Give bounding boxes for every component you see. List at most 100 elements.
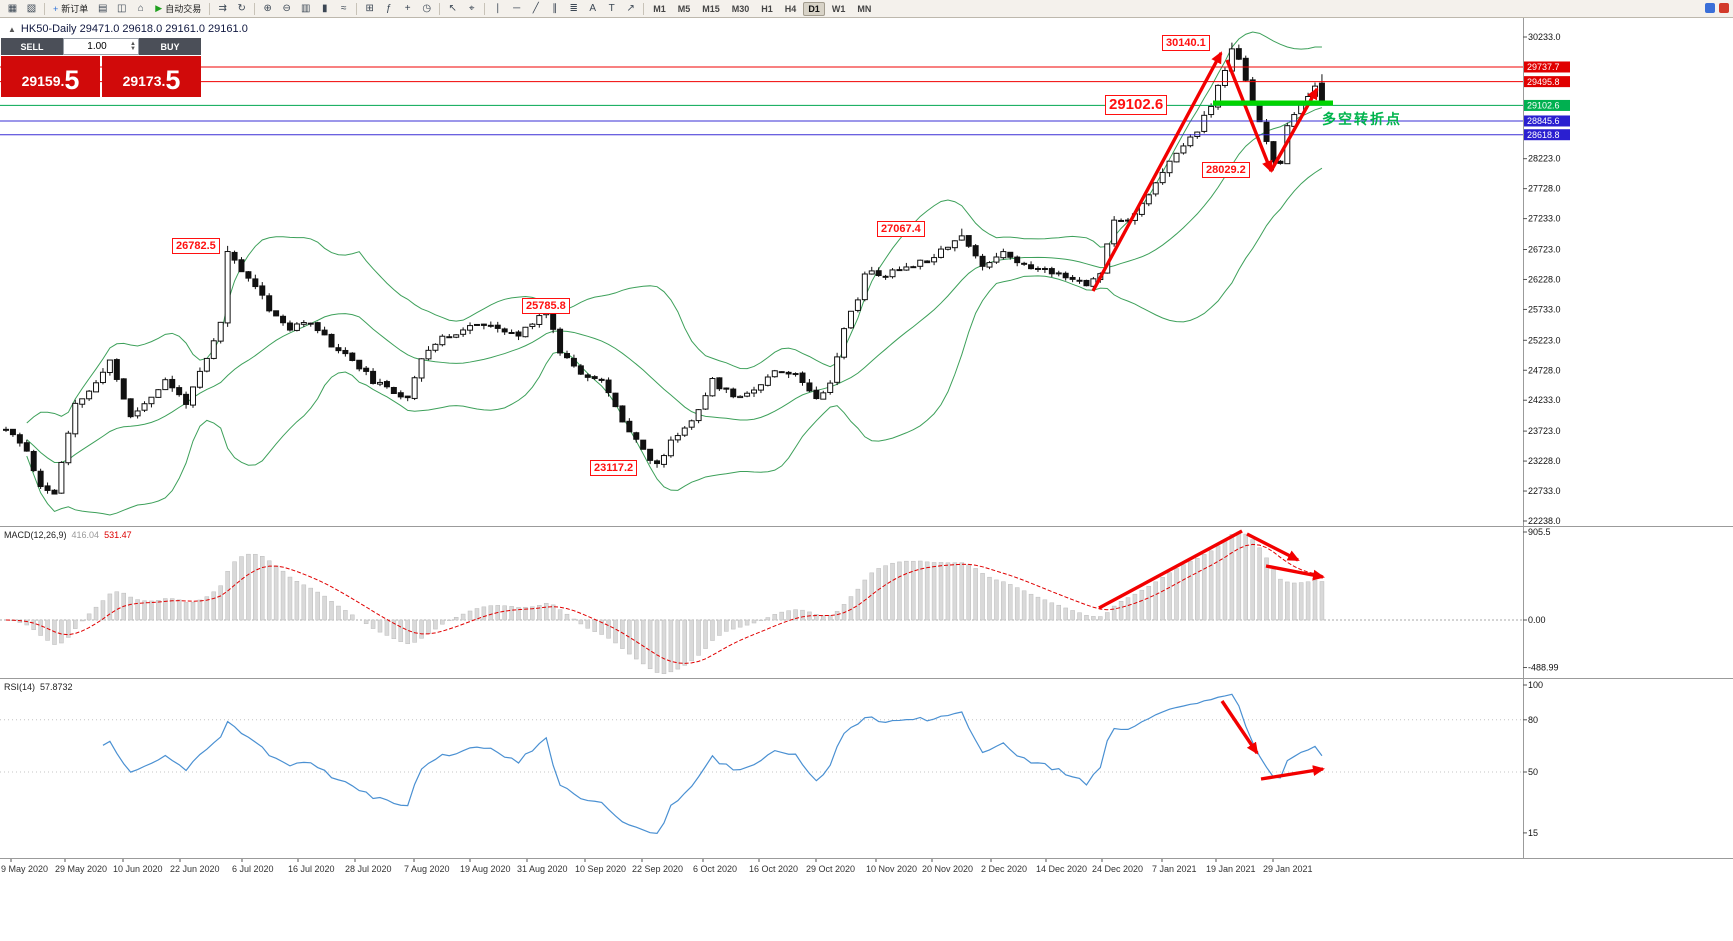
timeframe-button-W1[interactable]: W1	[831, 3, 846, 14]
sell-button[interactable]: SELL	[1, 38, 63, 55]
period-icon[interactable]: ◷	[422, 3, 432, 14]
rsi-value: 57.8732	[40, 682, 73, 692]
buy-price-big-digit: 5	[165, 65, 181, 95]
cursor-icon[interactable]: ↖	[448, 3, 457, 14]
timeframe-button-MN[interactable]: MN	[857, 3, 872, 14]
macd-tick-label: -488.99	[1528, 663, 1559, 673]
price-tick-label: 27233.0	[1528, 214, 1561, 224]
price-axis[interactable]: 30233.0 28223.0 27728.0 27233.0 26723.0 26228…	[1523, 32, 1570, 838]
macd-panel[interactable]	[0, 531, 1523, 674]
date-label: 16 Jul 2020	[288, 864, 335, 874]
date-label: 29 Jan 2021	[1263, 864, 1313, 874]
macd-indicator-label: MACD(12,26,9) 416.04 531.47	[4, 530, 132, 540]
crosshair-icon[interactable]: ⌖	[468, 3, 475, 14]
horizontal-line-icon[interactable]: ─	[513, 3, 521, 14]
arrows-tool-icon[interactable]: ↗	[626, 3, 635, 14]
rsi-panel[interactable]	[0, 693, 1523, 835]
price-tick-label: 24233.0	[1528, 395, 1561, 405]
macd-tick-label: 0.00	[1528, 615, 1546, 625]
toolbar-items: ▦ ▧ + 新订单 ▤ ◫ ⌂ ▶ 自动交易 ⇉ ↻ ⊕ ⊖ ▥ ▮ ≈ ⊞ ƒ + ◷ ↖ ⌖ ∣ ─ ╱ ∥ ≣ A T ↗	[3, 2, 647, 16]
timeframe-button-M15[interactable]: M15	[702, 3, 720, 14]
rsi-tick-label: 15	[1528, 828, 1538, 838]
volume-stepper[interactable]: ▲ ▼	[63, 38, 139, 55]
text-label-icon[interactable]: T	[608, 3, 615, 14]
timeframe-button-H1[interactable]: H1	[761, 3, 773, 14]
chart-profiles-icon[interactable]: ▧	[26, 3, 37, 14]
price-tick-label: 22238.0	[1528, 516, 1561, 526]
timeframe-button-H4[interactable]: H4	[784, 3, 797, 14]
plugin-icon-red[interactable]	[1719, 3, 1729, 13]
date-label: 28 Jul 2020	[345, 864, 392, 874]
market-watch-icon[interactable]: ▤	[98, 3, 108, 14]
line-chart-icon[interactable]: ≈	[340, 3, 347, 14]
macd-value-2: 531.47	[104, 530, 132, 540]
timeframe-toolbar: M1 M5 M15 M30 H1 H4 D1 W1 MN	[647, 1, 877, 16]
zoom-in-icon[interactable]: ⊕	[263, 3, 272, 14]
new-order-button[interactable]: + 新订单	[53, 3, 89, 15]
zoom-out-icon[interactable]: ⊖	[282, 3, 291, 14]
rsi-tick-label: 50	[1528, 767, 1538, 777]
toolbar-right-icons	[1705, 3, 1729, 13]
trendline-icon[interactable]: ╱	[532, 3, 539, 14]
data-window-icon[interactable]: ◫	[117, 3, 127, 14]
rsi-indicator-label: RSI(14) 57.8732	[4, 682, 73, 692]
pivot-note-text: 多空转折点	[1322, 111, 1402, 127]
price-tick-label: 25223.0	[1528, 335, 1561, 345]
new-chart-icon[interactable]: ▦	[7, 3, 18, 14]
macd-signal-line	[5, 543, 1323, 664]
date-label: 7 Jan 2021	[1152, 864, 1197, 874]
plugin-icon-blue[interactable]	[1705, 3, 1715, 13]
bollinger-bands	[26, 31, 1323, 516]
autoscroll-icon[interactable]: ↻	[237, 3, 246, 14]
level-price-label: 29495.8	[1527, 77, 1560, 87]
fibonacci-icon[interactable]: ≣	[569, 3, 578, 14]
collapse-triangle-icon[interactable]: ▲	[8, 24, 16, 34]
sell-price[interactable]: 29159. 5	[1, 56, 100, 97]
date-axis[interactable]: 9 May 2020 29 May 2020 10 Jun 2020 22 Jun 2…	[1, 859, 1313, 874]
toolbar: ▦ ▧ + 新订单 ▤ ◫ ⌂ ▶ 自动交易 ⇉ ↻ ⊕ ⊖ ▥ ▮ ≈ ⊞ ƒ + ◷ ↖ ⌖ ∣ ─ ╱ ∥ ≣ A T ↗ M1 M5…	[0, 0, 1733, 18]
buy-price-main: 29173.	[122, 73, 166, 89]
candlestick-icon[interactable]: ▮	[321, 3, 328, 14]
macd-value-1: 416.04	[71, 530, 100, 540]
price-tick-label: 23228.0	[1528, 456, 1561, 466]
timeframe-button-M1[interactable]: M1	[653, 3, 666, 14]
autotrading-button[interactable]: ▶ 自动交易	[155, 3, 202, 14]
date-label: 6 Jul 2020	[232, 864, 274, 874]
tile-windows-icon[interactable]: ⊞	[365, 3, 374, 14]
toolbar-separator	[484, 2, 486, 15]
volume-down-icon[interactable]: ▼	[130, 45, 136, 52]
toolbar-separator	[356, 2, 358, 15]
date-label: 9 May 2020	[1, 864, 48, 874]
volume-up-icon[interactable]: ▲	[130, 40, 136, 47]
buy-button[interactable]: BUY	[139, 38, 201, 55]
trend-arrows: 多空转折点	[1091, 51, 1402, 781]
chart-shift-icon[interactable]: ⇉	[218, 3, 227, 14]
horizontal-level-lines	[0, 66, 1523, 136]
add-indicator-icon[interactable]: +	[404, 3, 411, 14]
buy-price[interactable]: 29173. 5	[102, 56, 201, 97]
candlestick-series	[3, 42, 1325, 495]
toolbar-separator	[254, 2, 256, 15]
channel-icon[interactable]: ∥	[552, 3, 558, 14]
price-tick-label: 30233.0	[1528, 32, 1561, 42]
price-tick-label: 26723.0	[1528, 244, 1561, 254]
date-label: 29 Oct 2020	[806, 864, 855, 874]
volume-input[interactable]	[64, 41, 131, 52]
timeframe-button-M5[interactable]: M5	[677, 3, 691, 14]
text-icon[interactable]: A	[589, 3, 597, 14]
date-label: 10 Jun 2020	[113, 864, 163, 874]
rsi-line	[102, 693, 1323, 835]
rsi-tick-label: 100	[1528, 680, 1543, 690]
timeframe-button-D1[interactable]: D1	[803, 1, 825, 16]
timeframe-button-M30[interactable]: M30	[731, 3, 750, 14]
indicators-icon[interactable]: ƒ	[385, 3, 392, 14]
vertical-line-icon[interactable]: ∣	[495, 3, 501, 14]
price-tick-label: 24728.0	[1528, 365, 1561, 375]
date-label: 19 Jan 2021	[1206, 864, 1256, 874]
one-click-trading-panel: SELL ▲ ▼ BUY 29159.5 29173.5	[1, 38, 201, 97]
navigator-icon[interactable]: ⌂	[137, 3, 144, 14]
bar-chart-icon[interactable]: ▥	[300, 3, 311, 14]
date-label: 10 Nov 2020	[866, 864, 917, 874]
